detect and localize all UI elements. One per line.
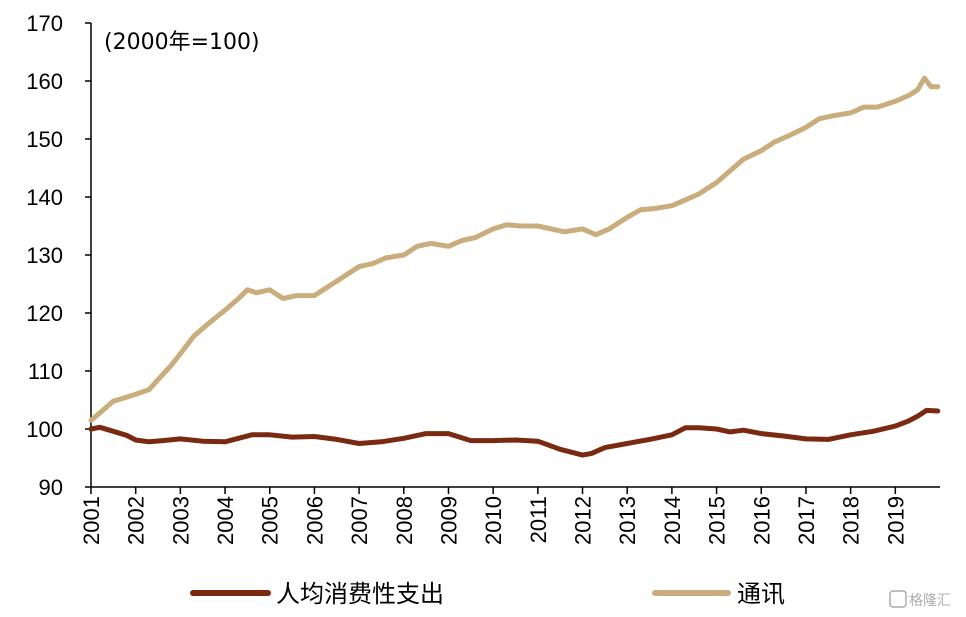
x-tick-label: 2001	[79, 496, 104, 545]
y-tick-label: 130	[26, 243, 63, 268]
legend: 人均消费性支出 通讯	[190, 580, 785, 608]
x-tick-label: 2018	[839, 496, 864, 545]
legend-item-consumption: 人均消费性支出	[190, 580, 444, 608]
x-tick-label: 2017	[794, 496, 819, 545]
y-tick-label: 170	[26, 11, 63, 36]
y-ticks: 90 100 110 120 130 140 150 160 170	[26, 11, 91, 500]
x-tick-label: 2005	[258, 496, 283, 545]
x-tick-label: 2019	[883, 496, 908, 545]
x-tick-label: 2015	[705, 496, 730, 545]
series-line-consumption	[88, 407, 941, 458]
series-line-communication	[88, 75, 941, 423]
x-tick-label: 2016	[749, 496, 774, 545]
x-ticks: 2001 2002 2003 2004 2005 2006 2007 2008 2009 2010…	[79, 487, 908, 545]
y-tick-label: 110	[28, 359, 63, 384]
x-tick-label: 2011	[526, 496, 551, 543]
y-tick-label: 160	[26, 69, 63, 94]
y-tick-label: 90	[39, 475, 63, 500]
x-tick-label: 2010	[481, 496, 506, 545]
x-tick-label: 2007	[347, 496, 372, 545]
base-year-annotation: (2000年=100)	[104, 30, 260, 55]
y-tick-label: 140	[26, 185, 63, 210]
watermark-logo-icon	[889, 590, 907, 608]
x-tick-label: 2006	[302, 496, 327, 545]
y-tick-label: 150	[26, 127, 63, 152]
x-tick-label: 2012	[571, 496, 596, 545]
watermark-text: 格隆汇	[909, 593, 951, 609]
watermark: 格隆汇	[889, 590, 951, 609]
legend-label-consumption: 人均消费性支出	[276, 580, 444, 608]
x-tick-label: 2014	[660, 496, 685, 545]
x-tick-label: 2003	[168, 496, 193, 545]
legend-label-communication: 通讯	[737, 580, 785, 608]
series-layer	[88, 75, 941, 458]
x-tick-label: 2002	[124, 496, 149, 545]
legend-item-communication: 通讯	[652, 580, 785, 608]
x-tick-label: 2009	[436, 496, 461, 545]
x-tick-label: 2008	[392, 496, 417, 545]
y-tick-label: 120	[26, 301, 63, 326]
x-tick-label: 2013	[615, 496, 640, 545]
y-tick-label: 100	[26, 417, 63, 442]
x-tick-label: 2004	[213, 496, 238, 545]
axes	[90, 23, 940, 488]
